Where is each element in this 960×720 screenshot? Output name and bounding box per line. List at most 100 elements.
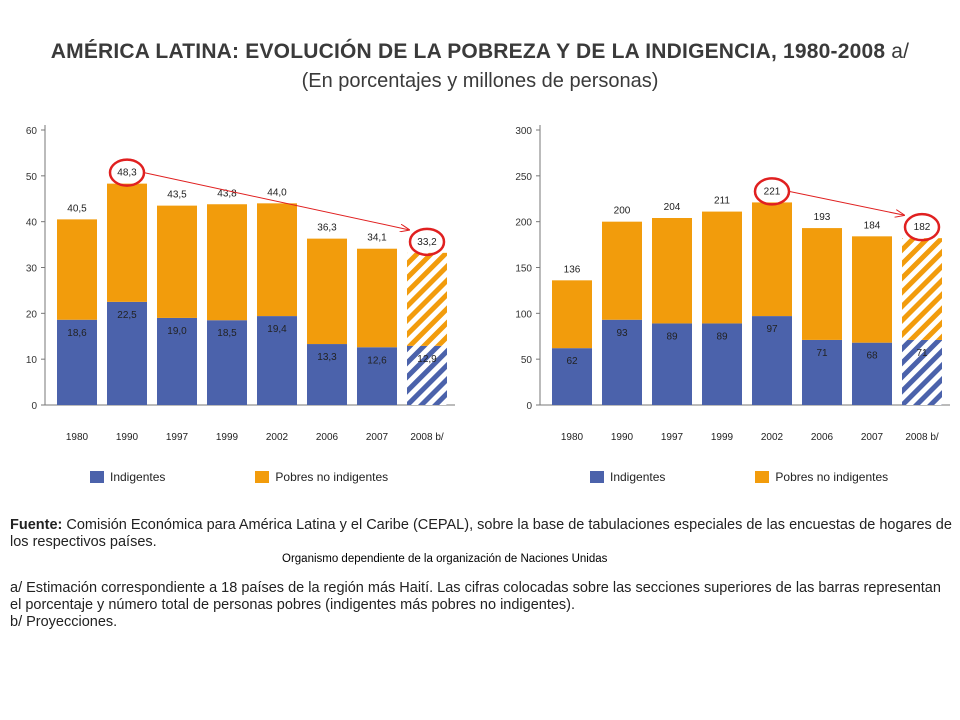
data-label-indigentes: 68 bbox=[866, 351, 878, 362]
legend-left: Indigentes Pobres no indigentes bbox=[90, 470, 388, 484]
legend-swatch-pobres bbox=[255, 471, 270, 483]
data-label-total: 44,0 bbox=[267, 187, 287, 198]
data-label-indigentes: 97 bbox=[766, 324, 778, 335]
bar-indigentes bbox=[902, 339, 942, 405]
data-label-total: 43,8 bbox=[217, 188, 237, 199]
bar-pobres-no-indigentes bbox=[552, 280, 592, 349]
y-tick-label: 60 bbox=[26, 126, 38, 137]
y-tick-label: 20 bbox=[26, 309, 38, 320]
legend-right: Indigentes Pobres no indigentes bbox=[590, 470, 888, 484]
y-tick-label: 30 bbox=[26, 264, 38, 275]
data-label-indigentes: 89 bbox=[716, 331, 728, 342]
legend-label-indigentes: Indigentes bbox=[610, 470, 666, 484]
x-tick-label: 2008 b/ bbox=[905, 432, 939, 443]
data-label-indigentes: 89 bbox=[666, 331, 678, 342]
data-label-indigentes: 13,3 bbox=[317, 352, 337, 363]
x-tick-label: 2006 bbox=[316, 432, 339, 443]
bar-pobres-no-indigentes bbox=[257, 203, 297, 317]
bar-indigentes bbox=[702, 323, 742, 405]
chart-percentages: 0 10 20 30 40 50 60 18,6 40,5 1980 22,5 48,3 1990 19,… bbox=[26, 125, 455, 443]
data-label-total: 182 bbox=[914, 222, 931, 233]
y-tick-label: 250 bbox=[515, 172, 532, 183]
x-tick-label: 2007 bbox=[366, 432, 389, 443]
x-tick-label: 1990 bbox=[116, 432, 139, 443]
bar-indigentes bbox=[752, 316, 792, 405]
chart-subtitle: (En porcentajes y millones de personas) bbox=[301, 70, 659, 92]
y-tick-label: 0 bbox=[31, 401, 37, 412]
bar-pobres-no-indigentes bbox=[802, 228, 842, 340]
data-label-total: 40,5 bbox=[67, 203, 87, 214]
organization-note: Organismo dependiente de la organización… bbox=[282, 553, 608, 565]
data-label-total: 200 bbox=[614, 206, 631, 217]
x-tick-label: 2008 b/ bbox=[410, 432, 444, 443]
bar-pobres-no-indigentes bbox=[107, 183, 147, 302]
y-tick-label: 0 bbox=[526, 401, 532, 412]
data-label-total: 36,3 bbox=[317, 223, 337, 234]
data-label-indigentes: 71 bbox=[816, 348, 828, 359]
x-tick-label: 1997 bbox=[661, 432, 684, 443]
highlight-circle bbox=[753, 177, 791, 206]
data-label-indigentes: 71 bbox=[916, 348, 928, 359]
bar-pobres-no-indigentes bbox=[207, 204, 247, 321]
trend-arrow bbox=[788, 190, 904, 215]
data-label-total: 184 bbox=[864, 220, 881, 231]
x-tick-label: 2007 bbox=[861, 432, 884, 443]
y-tick-label: 10 bbox=[26, 355, 38, 366]
y-tick-label: 200 bbox=[515, 218, 532, 229]
y-tick-label: 50 bbox=[26, 172, 38, 183]
data-label-indigentes: 19,0 bbox=[167, 326, 187, 337]
data-label-indigentes: 18,6 bbox=[67, 328, 87, 339]
highlight-circle bbox=[408, 227, 446, 257]
bar-pobres-no-indigentes bbox=[902, 238, 942, 340]
y-tick-label: 50 bbox=[521, 355, 533, 366]
source-text: Comisión Económica para América Latina y… bbox=[10, 517, 952, 550]
data-label-total: 204 bbox=[664, 202, 681, 213]
bar-indigentes bbox=[602, 319, 642, 405]
bar-indigentes bbox=[552, 348, 592, 405]
bar-indigentes bbox=[852, 342, 892, 405]
trend-arrow bbox=[143, 172, 409, 230]
data-label-total: 48,3 bbox=[117, 168, 137, 179]
bar-pobres-no-indigentes bbox=[57, 219, 97, 320]
y-tick-label: 100 bbox=[515, 309, 532, 320]
bar-indigentes bbox=[257, 316, 297, 405]
legend-swatch-indigentes bbox=[590, 471, 604, 483]
footnote-a: a/ Estimación correspondiente a 18 paíse… bbox=[10, 580, 941, 613]
bar-pobres-no-indigentes bbox=[307, 238, 347, 345]
data-label-total: 136 bbox=[564, 264, 581, 275]
x-tick-label: 1990 bbox=[611, 432, 634, 443]
data-label-indigentes: 12,9 bbox=[417, 354, 437, 365]
x-tick-label: 1999 bbox=[711, 432, 734, 443]
data-label-indigentes: 19,4 bbox=[267, 324, 287, 335]
bar-indigentes bbox=[307, 344, 347, 405]
x-tick-label: 1980 bbox=[561, 432, 584, 443]
chart-millions: 0 50 100 150 200 250 300 62 136 1980 93 200 1990 89 20… bbox=[515, 125, 950, 443]
x-tick-label: 1999 bbox=[216, 432, 239, 443]
bar-indigentes bbox=[207, 320, 247, 405]
chart-title-text: AMÉRICA LATINA: EVOLUCIÓN DE LA POBREZA … bbox=[50, 40, 886, 63]
chart-title: AMÉRICA LATINA: EVOLUCIÓN DE LA POBREZA … bbox=[0, 40, 960, 64]
chart-title-note: a/ bbox=[891, 40, 910, 63]
x-tick-label: 1997 bbox=[166, 432, 189, 443]
data-label-total: 221 bbox=[764, 186, 781, 197]
bar-indigentes bbox=[802, 339, 842, 405]
data-label-total: 211 bbox=[714, 196, 730, 207]
bar-pobres-no-indigentes bbox=[652, 218, 692, 324]
data-label-total: 34,1 bbox=[367, 233, 387, 244]
x-tick-label: 2002 bbox=[266, 432, 289, 443]
bar-pobres-no-indigentes bbox=[702, 211, 742, 324]
bar-pobres-no-indigentes bbox=[852, 236, 892, 343]
data-label-total: 43,5 bbox=[167, 190, 187, 201]
y-tick-label: 150 bbox=[515, 264, 532, 275]
x-tick-label: 2002 bbox=[761, 432, 784, 443]
data-label-total: 193 bbox=[814, 212, 831, 223]
source-note: Fuente: Comisión Económica para América … bbox=[10, 517, 955, 551]
footnote-b: b/ Proyecciones. bbox=[10, 614, 118, 630]
bar-indigentes bbox=[357, 347, 397, 405]
legend-label-pobres: Pobres no indigentes bbox=[775, 470, 889, 484]
legend-label-indigentes: Indigentes bbox=[110, 470, 166, 484]
bar-indigentes bbox=[652, 323, 692, 405]
bar-indigentes bbox=[107, 301, 147, 405]
bar-pobres-no-indigentes bbox=[752, 202, 792, 317]
bar-pobres-no-indigentes bbox=[157, 205, 197, 318]
